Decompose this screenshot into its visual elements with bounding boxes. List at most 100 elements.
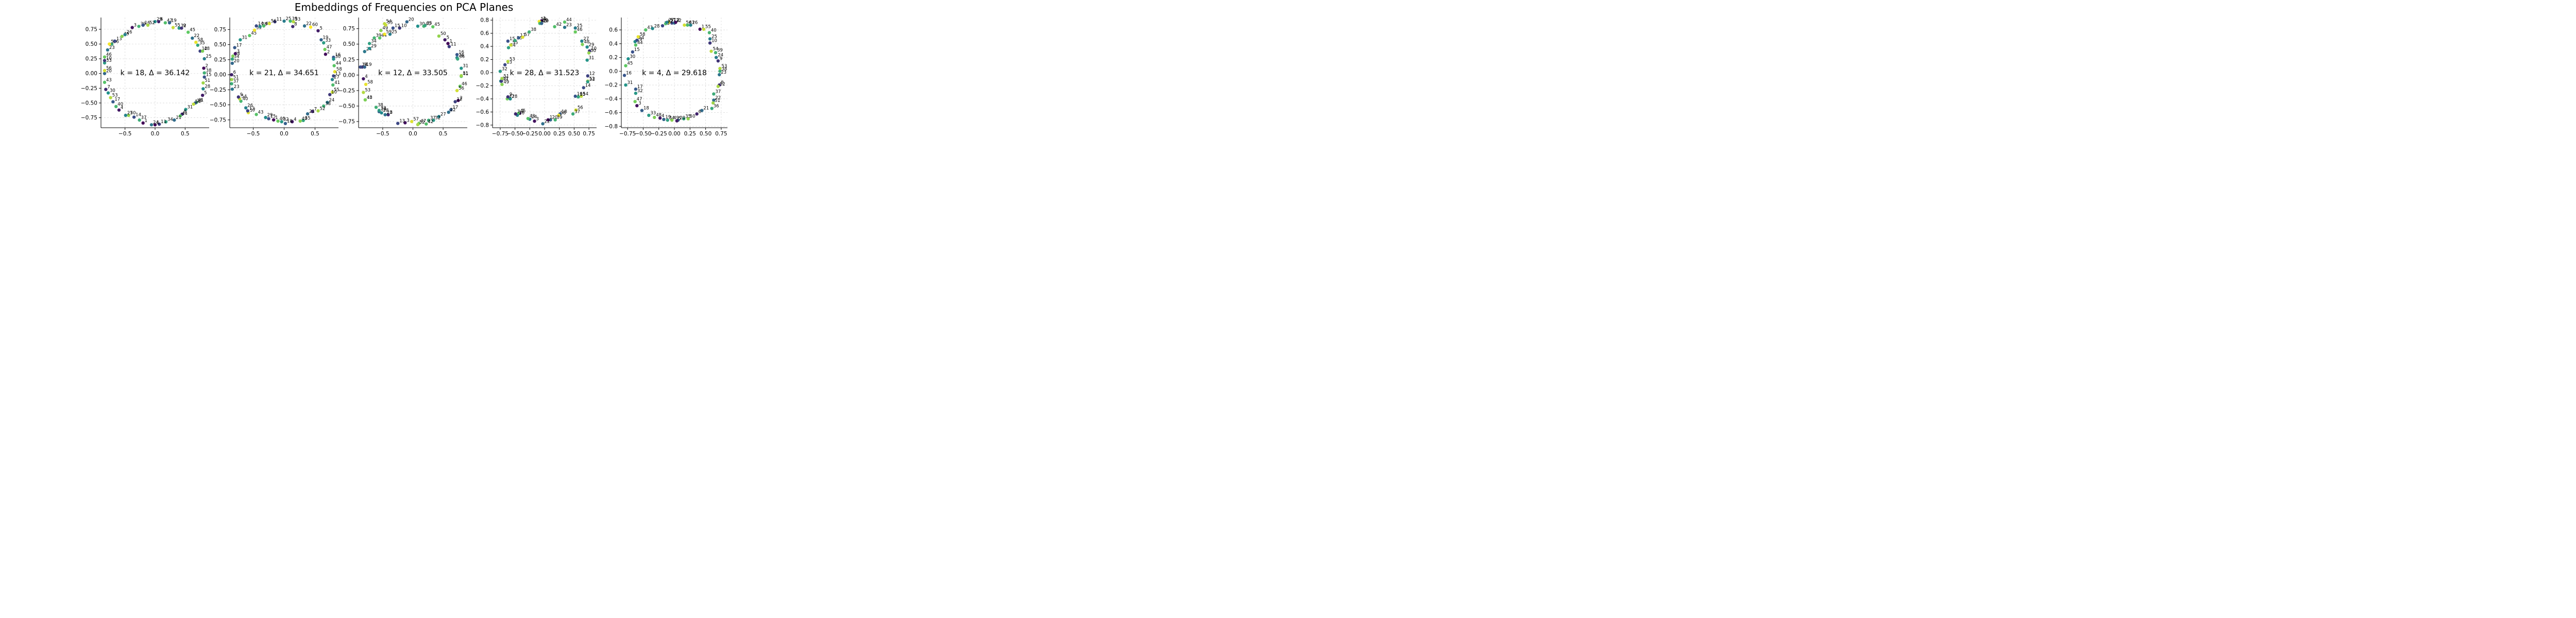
data-point [255,24,258,28]
data-point [447,45,451,48]
data-point [624,64,628,67]
point-label: 29 [267,113,273,118]
data-point [437,115,441,118]
point-label: 52 [419,120,425,125]
data-point [200,49,205,53]
point-label: 9 [183,24,185,29]
data-point [153,123,157,127]
point-label: 21 [309,109,315,114]
data-point [230,82,233,85]
data-point [573,30,577,34]
point-label: 21 [176,115,181,121]
data-point [374,106,378,109]
point-label: 26 [127,30,132,35]
data-point [635,104,639,108]
data-point [252,28,257,32]
data-point [573,94,577,98]
point-label: 47 [509,94,515,99]
data-point [267,117,270,121]
point-label: 14 [638,36,644,41]
data-point [177,26,181,30]
point-label: 23 [387,110,393,115]
point-label: 27 [334,75,340,80]
data-point [186,30,190,34]
x-tick-label: 0.00 [538,131,550,137]
point-label: 22 [194,33,199,39]
data-point [311,110,314,113]
point-label: 49 [382,26,388,31]
data-point [521,36,524,39]
data-point [634,87,638,91]
data-point [173,118,176,122]
data-point [372,36,376,40]
y-tick-label: −0.50 [81,100,97,106]
data-point [362,77,365,81]
point-label: 20 [680,115,685,121]
data-point [710,107,714,110]
y-tick-label: −0.25 [81,85,97,92]
point-label: 43 [367,95,372,100]
point-label: 40 [711,28,717,33]
y-tick-label: 0.50 [214,42,226,48]
point-label: 35 [305,116,311,121]
y-tick-label: 0.00 [343,72,355,78]
data-point [330,90,334,94]
point-label: 31 [463,64,468,69]
point-label: 1 [543,16,546,21]
point-label: 40 [117,102,123,107]
x-tick-label: 0.0 [280,131,289,137]
data-point [331,83,335,87]
point-label: 10 [401,23,407,28]
y-tick-label: 0.0 [609,68,618,75]
data-point [178,114,182,118]
data-point [359,65,362,69]
data-point [362,91,365,94]
point-label: 19 [543,19,549,24]
point-label: 54 [386,19,392,24]
data-point [714,51,718,55]
data-point [506,95,510,99]
y-tick-label: −0.50 [338,103,355,109]
data-point [585,58,589,62]
x-tick-label: 0.5 [311,131,319,137]
point-label: 58 [336,67,342,72]
point-label: 3 [536,116,538,122]
point-label: 41 [334,80,340,85]
point-label: 50 [440,31,446,37]
point-label: 45 [251,31,257,36]
data-point [447,110,450,114]
data-point [149,123,154,127]
data-point [302,24,307,28]
data-point [708,41,712,45]
point-label: 56 [578,106,583,111]
data-point [276,119,280,123]
data-point [634,43,638,47]
point-label: 42 [667,19,673,24]
x-tick-label: 0.50 [700,131,711,137]
point-label: 45 [190,28,195,33]
panel-annotation: k = 21, Δ = 34.651 [249,69,319,77]
point-label: 32 [435,116,440,121]
point-label: 43 [530,114,535,119]
data-point [437,34,441,38]
point-label: 58 [640,32,646,37]
data-point [686,117,690,121]
point-label: 16 [459,50,464,55]
data-point [432,118,435,122]
point-label: 2 [327,49,330,55]
point-label: 1 [145,118,147,124]
data-point [553,25,556,29]
point-label: 26 [459,53,464,58]
data-point [120,35,124,38]
data-point [405,20,409,24]
data-point [202,57,206,61]
data-point [138,118,141,122]
point-label: 19 [665,115,671,120]
point-label: 27 [127,111,133,116]
y-tick-label: 0.25 [86,56,97,62]
point-label: 31 [188,105,193,110]
data-point [533,119,536,123]
data-point [670,118,674,122]
data-point [386,113,390,116]
point-label: 19 [171,18,177,23]
